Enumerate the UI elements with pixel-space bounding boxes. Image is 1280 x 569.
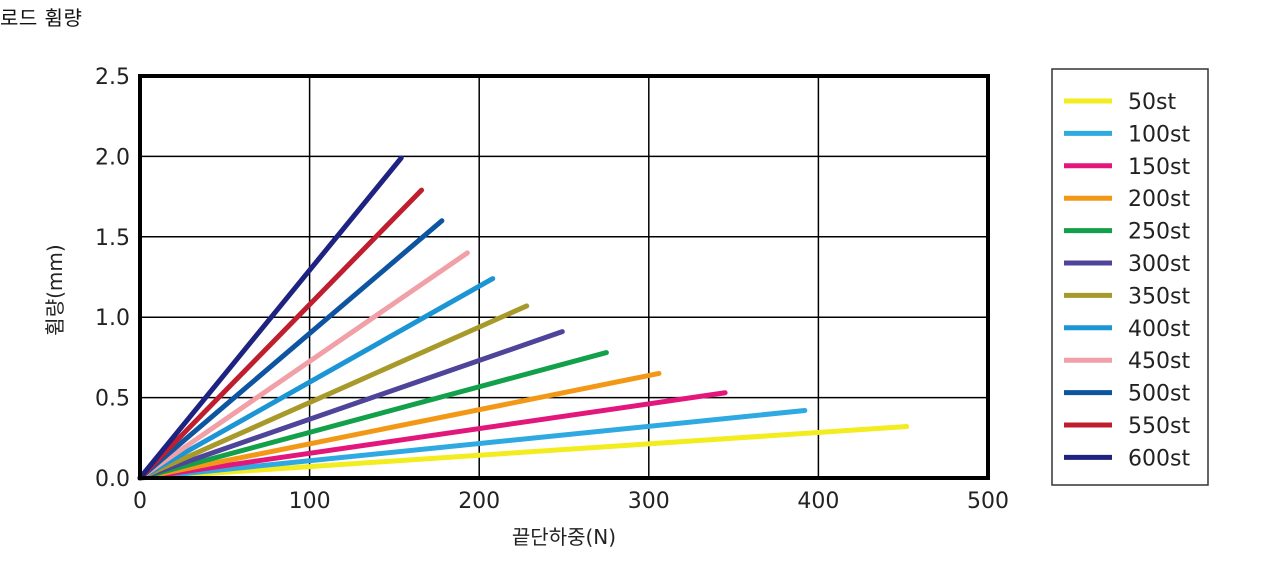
y-axis-title: 휨량(mm) (43, 244, 67, 335)
series-line-500st (137, 218, 445, 481)
series-line-50st (137, 424, 910, 481)
x-tick-label: 300 (628, 489, 670, 514)
series-line-100st (137, 407, 808, 481)
legend-label: 250st (1128, 220, 1190, 245)
legend-label: 50st (1128, 90, 1176, 115)
x-tick-labels: 0 100 200 300 400 500 (133, 489, 1009, 514)
plot-frame (138, 74, 990, 480)
y-tick-label: 0.0 (95, 467, 130, 492)
series-line-350st (137, 303, 530, 481)
x-tick-label: 100 (289, 489, 331, 514)
legend-label: 100st (1128, 122, 1190, 147)
legend-label: 300st (1128, 252, 1190, 277)
legend: 50st 100st 150st 200st 250st 300st 350st 400st 4… (1064, 90, 1190, 471)
y-tick-label: 2.5 (95, 65, 130, 90)
y-tick-label: 2.0 (95, 145, 130, 170)
series-line-300st (137, 329, 565, 481)
x-tick-label: 500 (967, 489, 1009, 514)
y-tick-label: 1.0 (95, 306, 130, 331)
series-line-400st (137, 276, 496, 481)
x-tick-label: 200 (458, 489, 500, 514)
series-line-450st (137, 250, 470, 481)
legend-label: 200st (1128, 187, 1190, 212)
x-tick-label: 400 (797, 489, 839, 514)
page-title: 로드 휨량 (0, 6, 83, 30)
legend-label: 450st (1128, 349, 1190, 374)
legend-label: 150st (1128, 155, 1190, 180)
series-line-550st (137, 187, 425, 481)
legend-label: 500st (1128, 382, 1190, 407)
legend-label: 400st (1128, 317, 1190, 342)
x-tick-label: 0 (133, 489, 147, 514)
legend-label: 600st (1128, 446, 1190, 471)
y-tick-labels: 0.0 0.5 1.0 1.5 2.0 2.5 (95, 65, 130, 492)
y-tick-label: 1.5 (95, 226, 130, 251)
legend-label: 350st (1128, 284, 1190, 309)
series-lines (137, 155, 910, 481)
y-tick-label: 0.5 (95, 387, 130, 412)
series-line-250st (137, 350, 609, 481)
series-line-200st (137, 370, 662, 481)
series-line-150st (137, 390, 728, 481)
series-line-600st (137, 155, 404, 481)
x-axis-title: 끝단하중(N) (512, 525, 616, 549)
legend-box (1051, 68, 1209, 486)
legend-label: 550st (1128, 414, 1190, 439)
